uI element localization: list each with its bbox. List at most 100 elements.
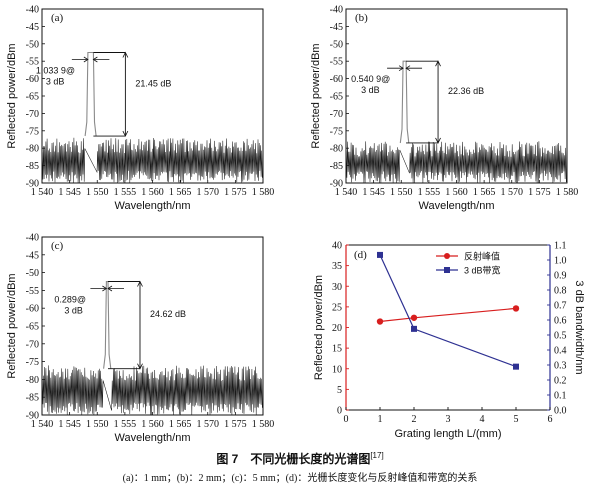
- x-tick-label: 0: [344, 414, 349, 425]
- x-tick-label: 1 570: [197, 187, 220, 198]
- y-tick-label: -55: [26, 286, 39, 297]
- y-tick-label: -40: [26, 233, 39, 244]
- left-y-tick-label: 5: [337, 385, 342, 396]
- noise-trace: [346, 141, 567, 184]
- bw-unit-label: 3 dB: [46, 77, 65, 87]
- bw-arrowhead-right: [92, 56, 98, 63]
- x-tick-label: 1 545: [58, 187, 81, 198]
- x-tick-label: 1 575: [528, 187, 551, 198]
- x-tick-label: 1 570: [197, 419, 220, 430]
- right-y-tick-label: 0.6: [554, 316, 567, 327]
- y-tick-label: -80: [330, 144, 343, 155]
- x-tick-label: 1 560: [445, 187, 468, 198]
- right-y-tick-label: 0.3: [554, 361, 567, 372]
- bw-arrowhead-left: [83, 56, 89, 63]
- y-tick-label: -65: [26, 322, 39, 333]
- panel-label: (d): [354, 249, 367, 261]
- bw-unit-label: 3 dB: [361, 85, 380, 95]
- y-tick-label: -90: [330, 179, 343, 190]
- right-y-tick-label: 0.9: [554, 271, 567, 282]
- series-bandwidth-point: [513, 363, 519, 370]
- x-axis-title: Wavelength/nm: [114, 432, 190, 444]
- legend-bandwidth-marker: [444, 267, 450, 273]
- caption-title-text: 图 7 不同光栅长度的光谱图: [216, 452, 371, 466]
- y-axis-title: Reflected power/dBm: [6, 273, 18, 378]
- y-tick-label: -85: [26, 161, 39, 172]
- right-y-tick-label: 0.1: [554, 391, 567, 402]
- x-axis-title: Grating length L/(mm): [395, 428, 502, 440]
- figure-caption-title: 图 7 不同光栅长度的光谱图[17]: [0, 450, 600, 467]
- series-reflected-line: [379, 307, 517, 323]
- left-y-tick-label: 30: [332, 282, 342, 293]
- noise-trace: [42, 365, 263, 416]
- right-y-tick-label: 0.7: [554, 301, 567, 312]
- panel-label: (c): [51, 240, 64, 252]
- y-tick-label: -55: [330, 57, 343, 68]
- y-axis-title: Reflected power/dBm: [6, 43, 18, 148]
- spectrum-panel-3: -40 -45 -50 -55 -60 -65 -70 -75 -80 -85 -901 540 1 …: [6, 233, 274, 445]
- y-tick-label: -45: [330, 22, 343, 33]
- x-tick-label: 6: [548, 414, 553, 425]
- x-tick-label: 2: [412, 414, 417, 425]
- series-reflected-point: [376, 318, 384, 325]
- x-tick-label: 3: [446, 414, 451, 425]
- y-tick-label: -90: [26, 179, 39, 190]
- left-axis-title: Reflected power/dBm: [313, 275, 325, 380]
- y-tick-label: -45: [26, 250, 39, 261]
- x-tick-label: 1 560: [141, 419, 164, 430]
- bw-arrowhead-left: [398, 65, 404, 72]
- x-tick-label: 5: [514, 414, 519, 425]
- x-tick-label: 1 580: [556, 187, 579, 198]
- x-tick-label: 1 540: [335, 187, 358, 198]
- x-tick-label: 1 545: [58, 419, 81, 430]
- delta-arrow-up: [137, 280, 143, 287]
- legend-reflected-label: 反射峰值: [464, 251, 500, 262]
- bw-value-label: 0.289@: [54, 295, 86, 305]
- figure-caption-description: (a)：1 mm；(b)：2 mm；(c)：5 mm；(d)：光栅长度变化与反射…: [122, 473, 478, 484]
- x-tick-label: 1 555: [114, 419, 137, 430]
- x-tick-label: 1 560: [141, 187, 164, 198]
- x-axis-title: Wavelength/nm: [418, 200, 494, 212]
- series-bandwidth-point: [411, 325, 417, 332]
- x-tick-label: 1 565: [169, 419, 192, 430]
- delta-arrow-down: [137, 363, 143, 370]
- y-tick-label: -80: [26, 375, 39, 386]
- x-tick-label: 1 580: [252, 187, 275, 198]
- x-tick-label: 1 555: [418, 187, 441, 198]
- y-tick-label: -40: [26, 5, 39, 16]
- legend-reflected-marker: [444, 253, 450, 259]
- panel-label: (b): [355, 12, 368, 24]
- right-y-tick-label: 0.0: [554, 406, 567, 417]
- bw-unit-label: 3 dB: [64, 306, 83, 316]
- right-y-tick-label: 0.2: [554, 376, 567, 387]
- x-tick-label: 1 540: [31, 419, 54, 430]
- delta-arrow-up: [435, 60, 441, 67]
- series-bandwidth-point: [377, 251, 383, 258]
- y-tick-label: -75: [26, 357, 39, 368]
- bw-value-label: 0.540 9@: [351, 74, 390, 84]
- series-reflected-point: [512, 305, 520, 312]
- delta-arrow-down: [122, 130, 129, 137]
- x-tick-label: 1 540: [31, 187, 54, 198]
- delta-db-label: 22.36 dB: [448, 86, 484, 96]
- x-tick-label: 1 555: [114, 187, 137, 198]
- y-tick-label: -85: [330, 161, 343, 172]
- summary-panel: 05101520253035400.00.10.20.30.40.50.60.7…: [313, 241, 585, 441]
- figure-canvas: -40-45-50-55-60-65-70-75-80-85-901 540 1 …: [6, 5, 585, 445]
- left-y-tick-label: 10: [332, 364, 342, 375]
- x-tick-label: 1 580: [252, 419, 275, 430]
- y-tick-label: -45: [26, 22, 39, 33]
- panel-label: (a): [51, 12, 64, 24]
- noise-trace: [42, 137, 263, 184]
- delta-db-label: 21.45 dB: [135, 78, 171, 88]
- right-y-tick-label: 0.5: [554, 331, 567, 342]
- x-tick-label: 1 550: [86, 419, 109, 430]
- peak-trace: [84, 51, 97, 137]
- bw-arrowhead-right: [107, 285, 113, 292]
- x-tick-label: 1 565: [473, 187, 496, 198]
- spectrum-panel-1: -40 -45 -50 -55 -60 -65 -70 -75 -80 -85 -901 540 1 …: [6, 5, 274, 213]
- series-reflected-point: [410, 314, 418, 321]
- y-tick-label: -50: [330, 39, 343, 50]
- y-tick-label: -60: [330, 74, 343, 85]
- delta-arrow-up: [122, 51, 129, 58]
